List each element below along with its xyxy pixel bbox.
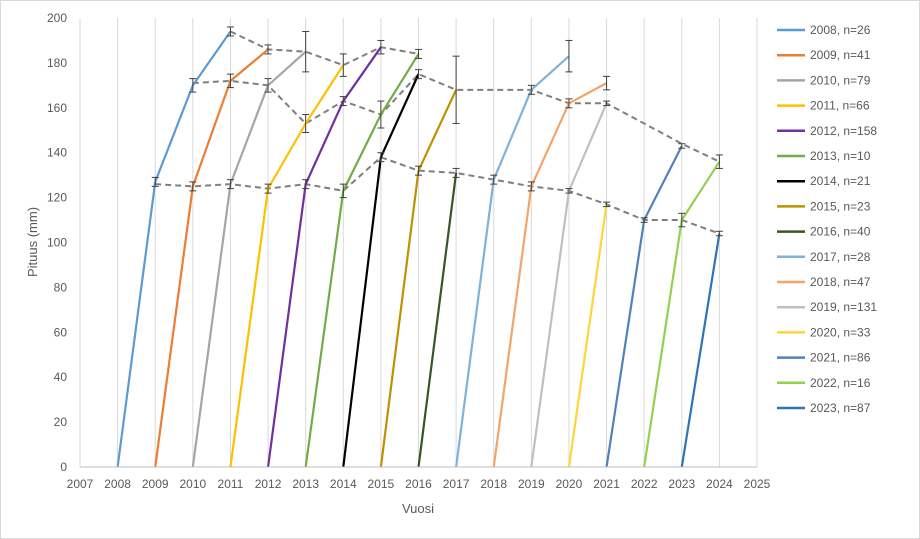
- series-line: [567, 204, 608, 468]
- legend-label: 2017, n=28: [810, 250, 871, 264]
- series-line: [455, 55, 570, 468]
- error-bars: [151, 26, 723, 237]
- x-tick-label: 2019: [518, 477, 545, 491]
- legend-label: 2019, n=131: [810, 300, 877, 314]
- y-tick-label: 80: [54, 280, 68, 294]
- y-tick-label: 20: [54, 415, 68, 429]
- reference-line: [192, 72, 720, 163]
- x-tick-label: 2010: [179, 477, 206, 491]
- grid: [79, 18, 758, 467]
- legend-label: 2021, n=86: [810, 351, 871, 365]
- x-axis-title: Vuosi: [402, 501, 434, 516]
- series-line: [417, 172, 458, 468]
- y-tick-label: 180: [47, 56, 67, 70]
- x-tick-label: 2017: [443, 477, 470, 491]
- legend-label: 2008, n=26: [810, 23, 871, 37]
- legend-label: 2009, n=41: [810, 48, 871, 62]
- legend-label: 2018, n=47: [810, 275, 871, 289]
- reference-lines: [155, 30, 720, 235]
- x-tick-label: 2021: [593, 477, 620, 491]
- legend-label: 2015, n=23: [810, 199, 871, 213]
- legend-label: 2012, n=158: [810, 124, 877, 138]
- x-tick-label: 2012: [255, 477, 282, 491]
- x-tick-label: 2015: [368, 477, 395, 491]
- x-tick-label: 2008: [104, 477, 131, 491]
- y-tick-label: 120: [47, 191, 67, 205]
- x-tick-label: 2007: [67, 477, 94, 491]
- y-tick-label: 40: [54, 370, 68, 384]
- series-line: [266, 46, 382, 468]
- legend-label: 2011, n=66: [810, 99, 870, 113]
- series-line: [229, 64, 345, 468]
- x-tick-label: 2023: [668, 477, 695, 491]
- x-tick-label: 2014: [330, 477, 357, 491]
- legend-label: 2010, n=79: [810, 73, 871, 87]
- x-tick-label: 2022: [631, 477, 658, 491]
- x-tick-label: 2011: [218, 477, 244, 491]
- axes: 2007 2008 2009 2010 2011 2012 2013 2014 2015 2016…: [47, 11, 771, 491]
- legend-label: 2023, n=87: [810, 401, 871, 415]
- y-tick-label: 0: [60, 460, 67, 474]
- legend: 2008, n=26 2009, n=41 2010, n=79 2011, n=66…: [777, 23, 877, 415]
- legend-label: 2013, n=10: [810, 149, 871, 163]
- reference-line: [230, 30, 419, 67]
- legend-label: 2016, n=40: [810, 225, 871, 239]
- legend-label: 2022, n=16: [810, 376, 871, 390]
- x-tick-label: 2024: [706, 477, 733, 491]
- y-tick-label: 60: [54, 325, 68, 339]
- series-line: [116, 30, 232, 468]
- y-tick-label: 200: [47, 11, 67, 25]
- y-tick-label: 100: [47, 236, 67, 250]
- x-tick-label: 2025: [744, 477, 771, 491]
- series-lines: [116, 30, 721, 468]
- series-line: [154, 48, 269, 468]
- series-line: [680, 233, 721, 468]
- series-line: [191, 50, 307, 468]
- y-tick-label: 140: [47, 146, 67, 160]
- legend-label: 2014, n=21: [810, 174, 871, 188]
- y-axis-title: Pituus (mm): [25, 207, 40, 277]
- reference-line: [155, 156, 720, 235]
- legend-label: 2020, n=33: [810, 325, 871, 339]
- y-tick-label: 160: [47, 101, 67, 115]
- series-line: [492, 82, 608, 468]
- x-tick-label: 2009: [142, 477, 169, 491]
- x-tick-label: 2020: [556, 477, 583, 491]
- x-tick-label: 2016: [405, 477, 432, 491]
- series-line: [304, 53, 420, 468]
- x-tick-label: 2013: [292, 477, 319, 491]
- x-tick-label: 2018: [480, 477, 507, 491]
